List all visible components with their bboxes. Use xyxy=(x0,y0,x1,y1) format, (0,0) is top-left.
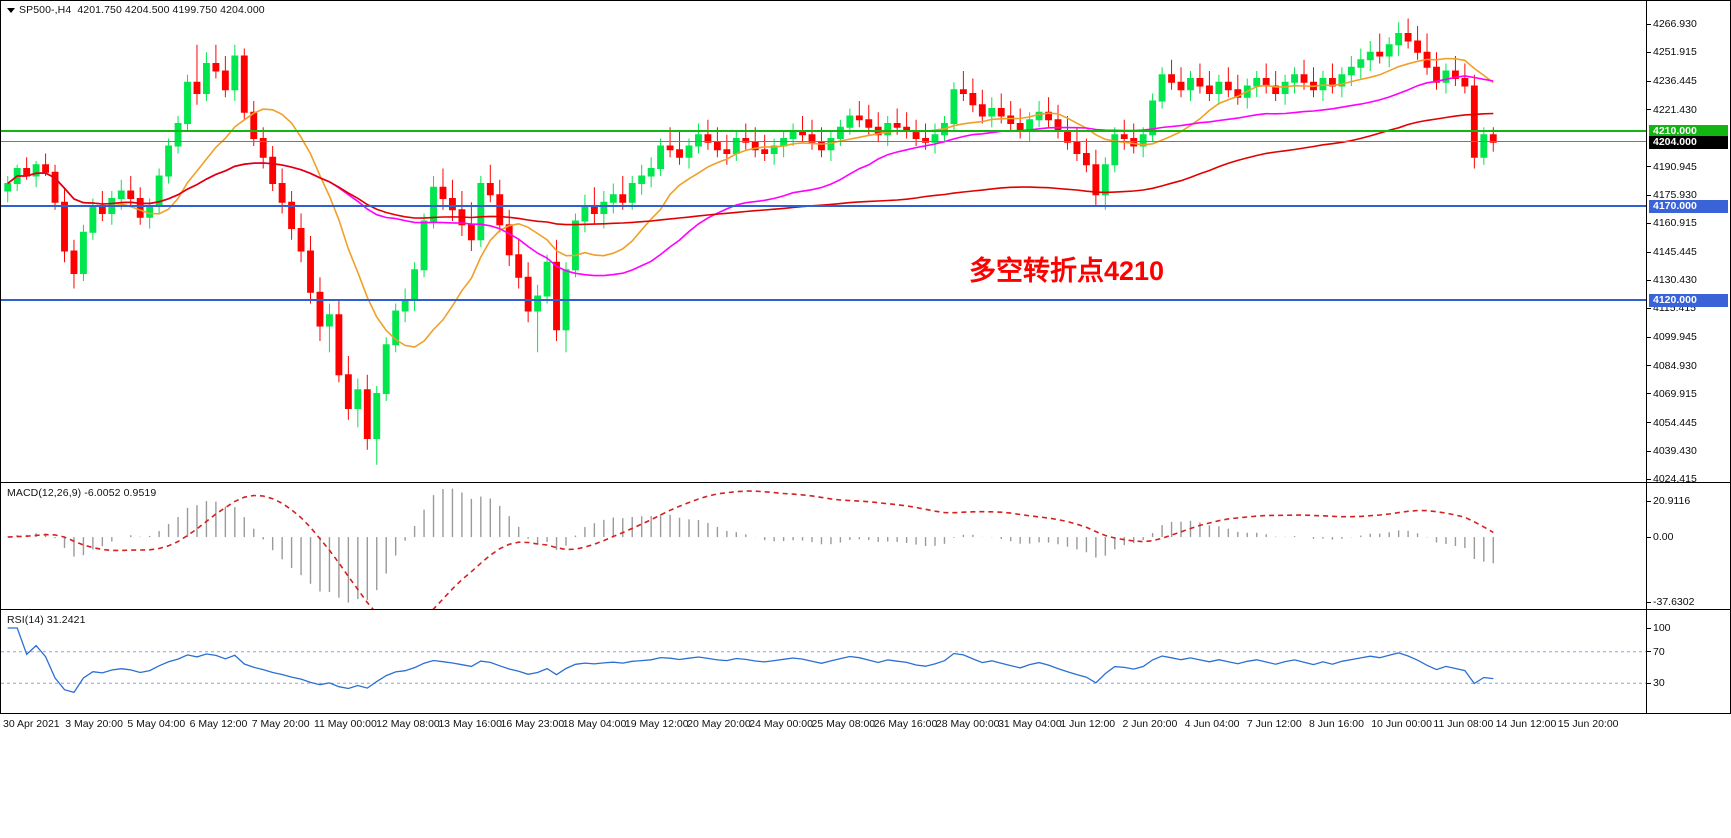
time-axis-label: 25 May 08:00 xyxy=(811,718,876,730)
price-tick: 4099.945 xyxy=(1647,332,1697,343)
chart-annotation: 多空转折点4210 xyxy=(969,256,1165,286)
price-tick: 4084.930 xyxy=(1647,360,1697,371)
time-axis-label: 16 May 23:00 xyxy=(500,718,565,730)
price-tick: 4130.430 xyxy=(1647,275,1697,285)
time-axis-label: 1 Jun 12:00 xyxy=(1060,718,1116,730)
level-line-4120[interactable] xyxy=(1,298,1648,301)
level-line-4210[interactable] xyxy=(1,130,1648,132)
time-axis-label: 15 Jun 20:00 xyxy=(1557,718,1619,730)
rsi-tick: 30 xyxy=(1647,678,1665,689)
triangle-down-icon[interactable] xyxy=(7,7,15,13)
time-axis-label: 12 May 08:00 xyxy=(376,718,440,730)
price-tag-4170[interactable]: 4170.000 xyxy=(1649,200,1728,213)
time-axis-label: 24 May 00:00 xyxy=(749,718,813,730)
rsi-panel[interactable]: RSI(14) 31.2421 100 70 30 xyxy=(0,609,1731,714)
price-tick: 4236.445 xyxy=(1647,76,1697,87)
price-tick: 4160.915 xyxy=(1647,218,1697,228)
macd-panel[interactable]: MACD(12,26,9) -6.0052 0.9519 20.9116 0.00… xyxy=(0,482,1731,609)
price-tick: 4069.915 xyxy=(1647,388,1697,399)
time-axis-label: 20 May 20:00 xyxy=(687,718,751,730)
time-axis-label: 4 Jun 04:00 xyxy=(1184,718,1240,730)
ohlc-values: 4201.750 4204.500 4199.750 4204.000 xyxy=(77,4,265,16)
price-tag-4210[interactable]: 4210.000 xyxy=(1649,125,1728,138)
rsi-tick: 70 xyxy=(1647,646,1665,657)
time-axis-label: 30 Apr 2021 xyxy=(3,718,60,730)
macd-label: MACD(12,26,9) -6.0052 0.9519 xyxy=(7,487,157,499)
price-tick: 4115.415 xyxy=(1647,303,1696,314)
time-axis-label: 19 May 12:00 xyxy=(624,718,689,730)
price-tick: 4145.445 xyxy=(1647,247,1697,257)
price-tick: 4221.430 xyxy=(1647,104,1697,115)
time-axis-label: 6 May 12:00 xyxy=(189,718,248,730)
macd-tick: 0.00 xyxy=(1647,532,1673,542)
rsi-tick: 100 xyxy=(1647,623,1671,633)
time-axis-label: 2 Jun 20:00 xyxy=(1122,718,1178,730)
price-plot-area[interactable] xyxy=(1,1,1648,482)
price-axis[interactable]: 4266.930 4251.915 4236.445 4221.430 4190.945… xyxy=(1646,1,1730,484)
time-axis-label: 11 Jun 08:00 xyxy=(1433,718,1494,730)
time-axis-label: 31 May 04:00 xyxy=(998,718,1062,730)
rsi-label: RSI(14) 31.2421 xyxy=(7,614,86,626)
macd-tick: -37.6302 xyxy=(1647,597,1694,607)
current-price-line-4204[interactable] xyxy=(1,141,1648,143)
level-line-4170[interactable] xyxy=(1,205,1648,207)
rsi-axis: 100 70 30 xyxy=(1646,610,1730,713)
time-axis-label: 3 May 20:00 xyxy=(65,718,123,730)
rsi-plot-area xyxy=(1,627,1648,694)
price-panel[interactable]: SP500-,H4 4201.750 4204.500 4199.750 420… xyxy=(0,0,1731,484)
macd-axis: 20.9116 0.00 -37.6302 xyxy=(1646,483,1730,609)
time-axis[interactable]: 30 Apr 2021 3 May 20:00 5 May 04:00 6 May 1… xyxy=(0,714,1731,838)
symbol-label: SP500-,H4 xyxy=(19,4,72,16)
time-axis-label: 26 May 16:00 xyxy=(873,718,938,730)
price-tag-4204[interactable]: 4204.000 xyxy=(1649,136,1728,150)
time-axis-label: 7 Jun 12:00 xyxy=(1246,718,1302,730)
price-tick: 4024.415 xyxy=(1647,474,1697,484)
time-axis-label: 10 Jun 00:00 xyxy=(1371,718,1432,730)
chart-header: SP500-,H4 4201.750 4204.500 4199.750 420… xyxy=(7,4,265,16)
time-axis-label: 28 May 00:00 xyxy=(935,718,1000,730)
macd-tick: 20.9116 xyxy=(1647,496,1690,506)
time-axis-label: 11 May 00:00 xyxy=(313,718,377,730)
time-axis-label: 5 May 04:00 xyxy=(127,718,186,730)
price-tick: 4266.930 xyxy=(1647,19,1697,30)
time-axis-label: 8 Jun 16:00 xyxy=(1309,718,1364,730)
price-tick: 4039.430 xyxy=(1647,446,1697,456)
time-axis-label: 18 May 04:00 xyxy=(562,718,627,730)
price-tick: 4190.945 xyxy=(1647,161,1697,172)
price-tick: 4054.445 xyxy=(1647,417,1697,428)
time-axis-label: 7 May 20:00 xyxy=(251,718,310,730)
macd-plot-area xyxy=(7,488,1494,609)
price-tag-4120[interactable]: 4120.000 xyxy=(1649,293,1728,307)
time-axis-label: 13 May 16:00 xyxy=(438,718,502,730)
time-axis-label: 14 Jun 12:00 xyxy=(1495,718,1557,730)
price-tick: 4251.915 xyxy=(1647,47,1697,58)
price-tick: 4175.930 xyxy=(1647,190,1697,200)
